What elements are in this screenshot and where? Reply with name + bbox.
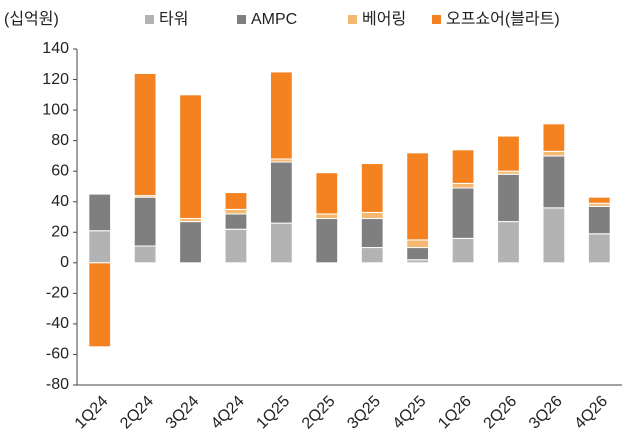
bar-segment [406,247,430,261]
bar-segment [179,221,202,264]
bar-segment [179,94,202,220]
x-tick-label: 3Q25 [344,393,384,433]
bar-segment [269,222,293,264]
legend-swatch [432,15,441,24]
bar-segment [451,187,475,239]
x-tick-label: 4Q26 [571,393,611,433]
bar-segment [360,163,384,213]
bar-segment [542,155,566,209]
legend-label: AMPC [251,11,297,28]
y-tick-label: 40 [51,193,69,210]
y-tick-label: 120 [42,71,69,88]
y-tick-label: 20 [51,223,69,240]
bar-segment [88,262,112,348]
x-tick-label: 2Q24 [117,393,157,433]
bar-segment [406,152,430,241]
bar-segment [360,247,384,264]
x-tick-label: 3Q26 [526,393,566,433]
legend-swatch [145,15,154,24]
bar-segment [88,193,112,232]
x-tick-label: 2Q25 [299,393,339,433]
y-tick-label: 60 [51,162,69,179]
bar-segment [497,135,520,172]
x-tick-label: 3Q24 [163,393,203,433]
bar-segment [542,207,566,264]
y-tick-label: -20 [46,285,69,302]
bar-segment [133,72,157,197]
legend-label: 베어링 [362,10,406,28]
bar-segment [224,192,248,210]
bar-segment [224,208,248,215]
bar-segment [587,233,611,264]
bar-segment [542,123,566,152]
bar-segment [587,205,611,235]
bar-segment [224,213,248,230]
x-tick-label: 1Q24 [72,393,112,433]
bar-segment [542,150,566,157]
y-tick-label: -60 [46,346,69,363]
y-tick-label: 140 [42,40,69,57]
bar-segment [451,182,475,189]
y-tick-label: 0 [60,254,69,271]
y-axis-unit: (십억원) [4,10,59,28]
y-tick-label: -80 [46,376,69,393]
bar-segment [269,71,293,160]
legend-swatch [348,15,357,24]
bar-segment [360,218,384,249]
bar-segment [315,172,339,215]
bar-segment [269,161,293,224]
y-tick-label: 80 [51,132,69,149]
legend-swatch [237,15,246,24]
y-tick-label: -40 [46,315,69,332]
bar-segment [587,196,611,204]
bar-segment [315,213,339,220]
x-tick-label: 4Q24 [208,393,248,433]
bar-segment [451,149,475,184]
bar-segment [497,173,520,223]
bar-segment [315,218,339,264]
bar-segment [133,196,157,247]
x-tick-label: 1Q26 [435,393,475,433]
bar-segment [406,239,430,249]
bar-segment [88,230,112,264]
bar-segment [360,211,384,220]
bar-segment [497,221,520,264]
y-tick-label: 100 [42,101,69,118]
x-tick-label: 2Q26 [481,393,521,433]
x-tick-label: 1Q25 [253,393,293,433]
bar-segment [451,237,475,264]
x-tick-label: 4Q25 [390,393,430,433]
legend-label: 타워 [159,10,188,28]
legend-label: 오프쇼어(블라트) [446,10,560,28]
bar-segment [133,245,157,264]
bar-segment [224,228,248,264]
